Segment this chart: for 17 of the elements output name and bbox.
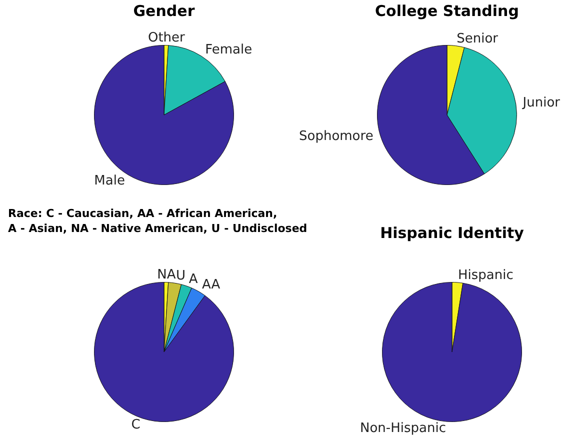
chart-title: Gender (132, 2, 196, 20)
slice-label: NA (157, 268, 176, 283)
chart-title: Race: C - Caucasian, AA - African American, A - Asian, NA - Native American, U - Undisclosed (8, 206, 308, 236)
slice-label: Male (94, 173, 125, 188)
slice-label: AA (202, 278, 220, 293)
slice-label: A (188, 272, 198, 287)
slice-label: Other (148, 30, 186, 46)
chart-title: College Standing (374, 2, 520, 20)
slice-label: Female (205, 42, 252, 58)
slice-label: C (131, 417, 140, 432)
slice-label: Non-Hispanic (360, 420, 446, 436)
slice-label: Junior (522, 95, 561, 110)
slice-label: Senior (456, 31, 499, 46)
slice-label: U (176, 268, 186, 284)
chart-title: Hispanic Identity (379, 224, 525, 242)
slice-label: Sophomore (298, 128, 374, 144)
slice-label: Hispanic (458, 268, 514, 283)
